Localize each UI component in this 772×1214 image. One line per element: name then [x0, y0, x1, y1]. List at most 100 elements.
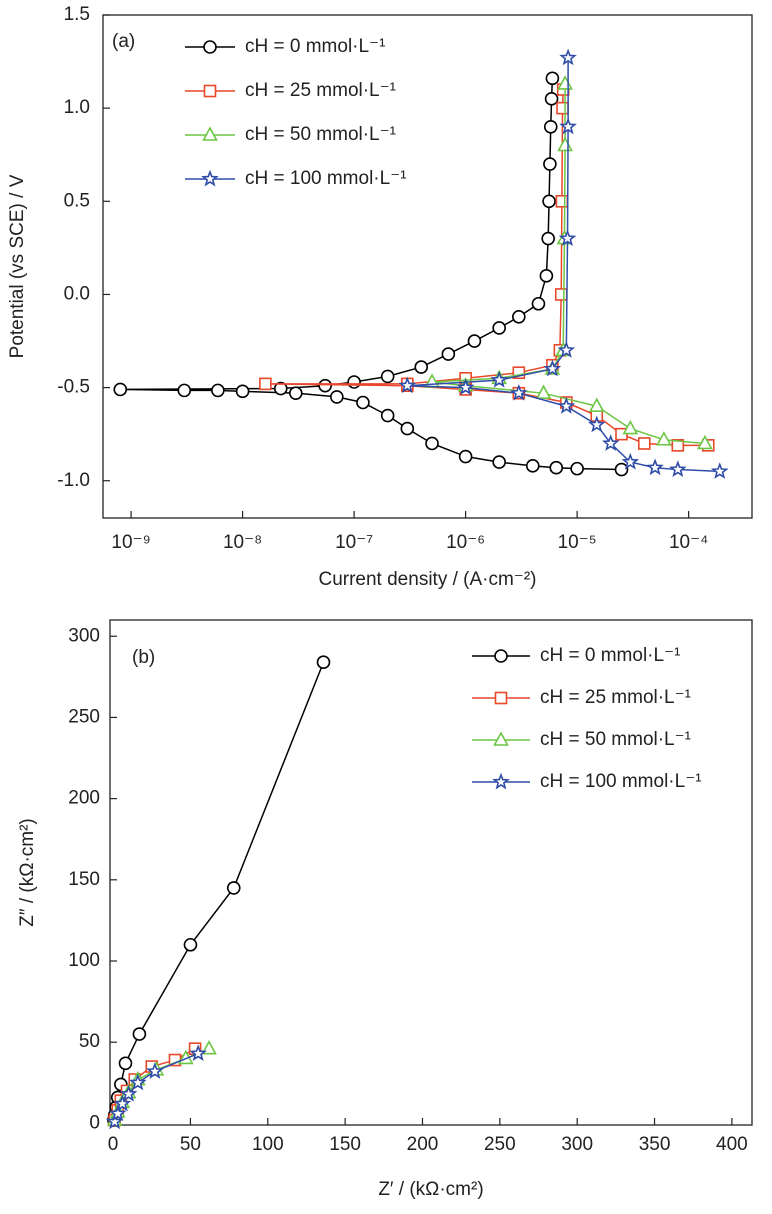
- legend-marker: [494, 649, 508, 663]
- marker: [646, 458, 664, 476]
- marker: [273, 381, 288, 396]
- marker: [226, 881, 241, 895]
- marker: [622, 419, 639, 435]
- marker: [113, 382, 128, 397]
- panel-label: (b): [132, 647, 155, 668]
- x-tick-label: 10⁻⁷: [335, 532, 373, 553]
- marker: [492, 321, 506, 335]
- y-axis-title: Potential (vs SCE) / V: [7, 174, 28, 358]
- marker: [105, 1112, 124, 1130]
- y-tick-label: 250: [68, 706, 100, 727]
- x-tick-label: 50: [180, 1134, 201, 1155]
- marker: [118, 1056, 133, 1071]
- marker: [671, 439, 685, 452]
- x-tick-label: 10⁻⁴: [669, 532, 708, 553]
- marker: [108, 1104, 127, 1122]
- legend-label: cH = 50 mmol·L⁻¹: [245, 124, 396, 145]
- marker: [545, 71, 560, 86]
- x-tick-label: 10⁻⁹: [111, 532, 150, 553]
- y-tick-label: -1.0: [57, 470, 90, 491]
- marker: [467, 334, 482, 348]
- marker: [288, 386, 303, 400]
- marker: [189, 1044, 207, 1062]
- legend-label: cH = 100 mmol·L⁻¹: [245, 168, 407, 189]
- marker: [549, 460, 564, 475]
- marker: [183, 937, 198, 952]
- y-tick-label: 1.5: [64, 4, 90, 25]
- marker: [113, 1094, 132, 1112]
- marker: [525, 459, 540, 473]
- marker: [259, 377, 272, 391]
- x-tick-label: 150: [329, 1134, 361, 1155]
- marker: [119, 1084, 138, 1102]
- marker: [543, 119, 558, 134]
- legend-label: cH = 0 mmol·L⁻¹: [245, 36, 385, 57]
- marker: [558, 229, 577, 247]
- marker: [710, 462, 729, 479]
- marker: [211, 383, 225, 398]
- marker: [614, 462, 629, 477]
- x-tick-label: 10⁻⁵: [558, 532, 597, 553]
- marker: [456, 378, 475, 396]
- x-tick-label: 10⁻⁶: [446, 532, 485, 553]
- marker: [347, 375, 361, 389]
- marker: [554, 288, 568, 301]
- legend-label: cH = 25 mmol·L⁻¹: [540, 687, 691, 708]
- y-tick-label: 0: [89, 1112, 100, 1133]
- marker: [400, 421, 415, 436]
- marker: [556, 101, 569, 115]
- legend-marker: [201, 169, 219, 187]
- marker: [441, 347, 456, 361]
- marker: [557, 396, 576, 414]
- marker: [398, 376, 417, 394]
- marker: [492, 455, 506, 469]
- marker: [414, 360, 429, 374]
- x-tick-label: 250: [484, 1134, 516, 1155]
- legend-marker: [203, 40, 217, 54]
- y-tick-label: 100: [68, 950, 100, 971]
- marker: [177, 383, 192, 398]
- marker: [531, 296, 546, 311]
- legend-marker: [203, 84, 217, 98]
- x-tick-label: 10⁻⁸: [223, 532, 262, 553]
- legend-marker: [492, 772, 510, 790]
- marker: [543, 359, 562, 377]
- marker: [512, 366, 526, 379]
- x-tick-label: 350: [639, 1134, 671, 1155]
- marker: [557, 341, 576, 358]
- y-tick-label: 0.5: [64, 190, 90, 211]
- marker: [132, 1027, 147, 1041]
- plot-frame: [109, 619, 753, 1126]
- marker: [697, 434, 713, 450]
- y-tick-label: -0.5: [57, 377, 90, 398]
- legend-marker: [493, 731, 509, 746]
- x-tick-label: 300: [561, 1134, 593, 1155]
- marker: [588, 397, 605, 413]
- legend-marker: [202, 126, 218, 141]
- marker: [129, 1073, 147, 1091]
- legend-label: cH = 50 mmol·L⁻¹: [540, 729, 691, 750]
- marker: [541, 231, 555, 246]
- y-tick-label: 0.0: [64, 283, 90, 304]
- marker: [543, 157, 557, 171]
- marker: [356, 395, 370, 410]
- legend-label: cH = 100 mmol·L⁻¹: [540, 771, 702, 792]
- marker: [490, 370, 508, 388]
- marker: [669, 460, 687, 478]
- marker: [318, 378, 332, 393]
- y-tick-label: 50: [79, 1031, 100, 1052]
- marker: [539, 269, 554, 283]
- marker: [559, 48, 577, 66]
- marker: [425, 436, 439, 451]
- x-tick-label: 400: [716, 1134, 748, 1155]
- legend-label: cH = 0 mmol·L⁻¹: [540, 645, 680, 666]
- marker: [621, 452, 640, 470]
- marker: [235, 384, 250, 399]
- marker: [510, 383, 528, 401]
- x-tick-label: 100: [252, 1134, 284, 1155]
- marker: [544, 92, 559, 106]
- series-line: [113, 661, 325, 1121]
- marker: [557, 136, 573, 152]
- series-line: [407, 57, 720, 473]
